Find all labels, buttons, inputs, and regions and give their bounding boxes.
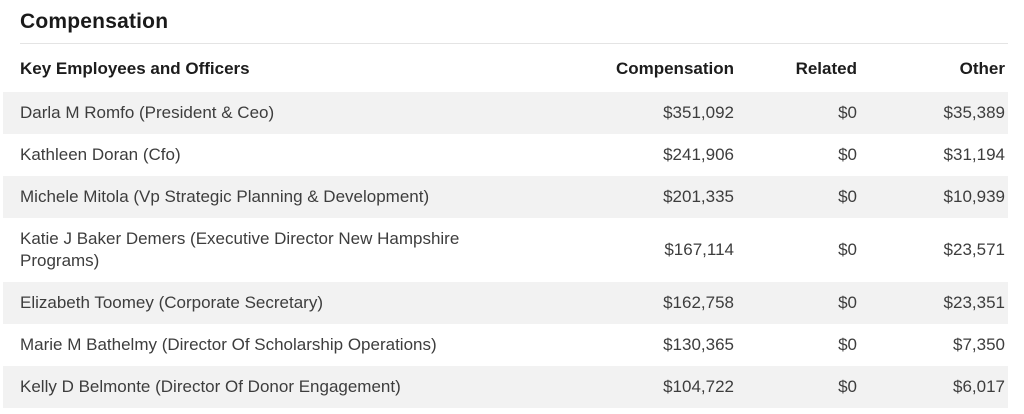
column-header-key-employees: Key Employees and Officers	[20, 59, 250, 78]
officer-name: Elizabeth Toomey (Corporate Secretary)	[3, 282, 574, 324]
table-header-row: Key Employees and Officers Compensation …	[3, 44, 1008, 92]
other-value: $7,350	[857, 324, 1008, 366]
compensation-value: $130,365	[574, 324, 734, 366]
table-header: Key Employees and Officers Compensation …	[3, 44, 1008, 92]
compensation-value: $104,722	[574, 366, 734, 408]
compensation-value: $167,114	[574, 218, 734, 282]
compensation-value: $241,906	[574, 134, 734, 176]
related-value: $0	[734, 134, 857, 176]
related-value: $0	[734, 176, 857, 218]
table-row: Michele Mitola (Vp Strategic Planning & …	[3, 176, 1008, 218]
other-value: $6,017	[857, 366, 1008, 408]
officer-name: Darla M Romfo (President & Ceo)	[3, 92, 574, 134]
column-header-compensation: Compensation	[615, 59, 734, 78]
compensation-value: $162,758	[574, 282, 734, 324]
table-row: Marie M Bathelmy (Director Of Scholarshi…	[3, 324, 1008, 366]
table-row: Darla M Romfo (President & Ceo) $351,092…	[3, 92, 1008, 134]
other-value: $23,351	[857, 282, 1008, 324]
officer-name: Kelly D Belmonte (Director Of Donor Enga…	[3, 366, 574, 408]
page-title: Compensation	[20, 10, 169, 33]
related-value: $0	[734, 366, 857, 408]
related-value: $0	[734, 218, 857, 282]
other-value: $35,389	[857, 92, 1008, 134]
column-header-related: Related	[795, 59, 857, 78]
officer-name: Kathleen Doran (Cfo)	[3, 134, 574, 176]
other-value: $23,571	[857, 218, 1008, 282]
table-row: Kathleen Doran (Cfo) $241,906 $0 $31,194	[3, 134, 1008, 176]
table-body: Darla M Romfo (President & Ceo) $351,092…	[3, 92, 1008, 408]
related-value: $0	[734, 324, 857, 366]
table-row: Kelly D Belmonte (Director Of Donor Enga…	[3, 366, 1008, 408]
column-header-other: Other	[959, 59, 1005, 78]
related-value: $0	[734, 282, 857, 324]
compensation-value: $201,335	[574, 176, 734, 218]
officer-name: Katie J Baker Demers (Executive Director…	[3, 218, 574, 282]
compensation-value: $351,092	[574, 92, 734, 134]
related-value: $0	[734, 92, 857, 134]
table-row: Elizabeth Toomey (Corporate Secretary) $…	[3, 282, 1008, 324]
compensation-table: Key Employees and Officers Compensation …	[3, 44, 1008, 408]
other-value: $31,194	[857, 134, 1008, 176]
other-value: $10,939	[857, 176, 1008, 218]
officer-name: Michele Mitola (Vp Strategic Planning & …	[3, 176, 574, 218]
table-row: Katie J Baker Demers (Executive Director…	[3, 218, 1008, 282]
officer-name: Marie M Bathelmy (Director Of Scholarshi…	[3, 324, 574, 366]
title-divider	[20, 43, 1008, 44]
